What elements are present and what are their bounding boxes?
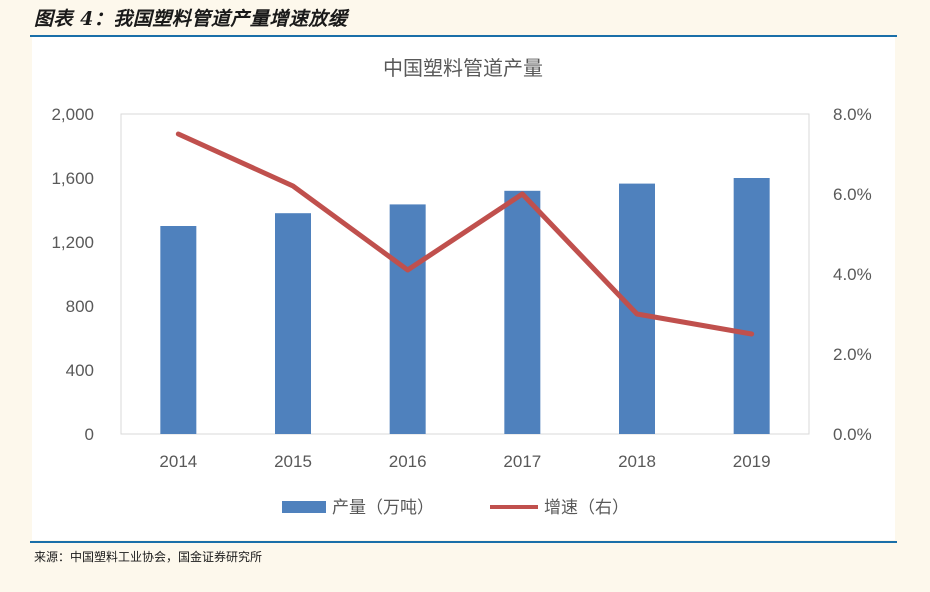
top-divider	[30, 35, 897, 37]
x-tick-label: 2019	[733, 452, 771, 471]
x-tick-label: 2014	[159, 452, 197, 471]
x-tick-label: 2018	[618, 452, 656, 471]
left-tick-label: 1,600	[51, 169, 94, 188]
x-axis: 2014 2015 2016 2017 2018 2019	[159, 452, 770, 471]
right-tick-label: 4.0%	[833, 265, 872, 284]
bottom-divider	[30, 541, 897, 543]
growth-point-2017	[520, 192, 524, 196]
growth-point-2018	[635, 312, 639, 316]
bar-series	[160, 178, 770, 434]
source-note: 来源：中国塑料工业协会，国金证券研究所	[34, 550, 263, 564]
chart: 中国塑料管道产量 0 400 800 1,200 1,600 2,000 0.0% 2.0%…	[51, 57, 872, 517]
left-axis: 0 400 800 1,200 1,600 2,000	[51, 105, 94, 444]
bar-2015	[275, 213, 311, 434]
left-tick-label: 2,000	[51, 105, 94, 124]
bar-2016	[389, 204, 426, 434]
x-tick-label: 2017	[503, 452, 541, 471]
chart-panel: 中国塑料管道产量 0 400 800 1,200 1,600 2,000 0.0% 2.0%…	[32, 37, 895, 540]
chart-title: 中国塑料管道产量	[383, 57, 543, 80]
growth-point-2014	[176, 132, 180, 136]
left-tick-label: 800	[66, 297, 94, 316]
right-tick-label: 2.0%	[833, 345, 872, 364]
left-tick-label: 400	[66, 361, 94, 380]
line-series	[175, 131, 755, 337]
legend-line-label: 增速（右）	[544, 498, 629, 517]
plot-area-border	[120, 113, 810, 435]
legend-bar-label: 产量（万吨）	[332, 498, 434, 517]
bar-2017	[504, 190, 541, 434]
legend-bar-swatch	[282, 501, 326, 513]
x-tick-label: 2016	[389, 452, 427, 471]
growth-point-2015	[291, 184, 295, 188]
legend: 产量（万吨） 增速（右）	[282, 498, 629, 517]
bar-2014	[160, 226, 197, 434]
bar-2019	[733, 178, 770, 434]
right-axis: 0.0% 2.0% 4.0% 6.0% 8.0%	[833, 105, 872, 444]
growth-line	[175, 131, 755, 337]
growth-point-2019	[750, 332, 754, 336]
left-tick-label: 0	[85, 425, 94, 444]
growth-point-2016	[406, 268, 410, 272]
right-tick-label: 6.0%	[833, 185, 872, 204]
left-tick-label: 1,200	[51, 233, 94, 252]
right-tick-label: 8.0%	[833, 105, 872, 124]
x-tick-label: 2015	[274, 452, 312, 471]
right-tick-label: 0.0%	[833, 425, 872, 444]
bar-2018	[619, 183, 655, 434]
figure-title: 图表 4：我国塑料管道产量增速放缓	[34, 8, 348, 30]
